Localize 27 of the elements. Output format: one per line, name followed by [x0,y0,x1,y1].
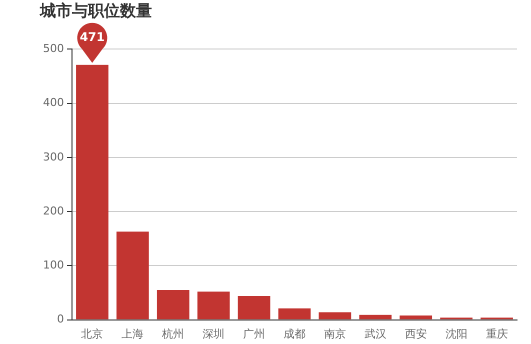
bar [156,290,190,320]
bar [318,312,352,320]
bar [116,232,149,320]
x-tick-label: 南京 [324,327,346,340]
x-tick-label: 沈阳 [445,327,468,340]
bar [359,314,392,320]
bar [278,308,311,320]
annotation: 471 [80,30,105,44]
x-tick-label: 上海 [122,327,144,340]
y-tick-label: 400 [42,96,64,110]
y-tick-label: 0 [56,312,64,326]
y-tick-label: 500 [42,42,64,56]
x-tick-label: 广州 [243,327,266,340]
y-tick-label: 100 [42,258,64,272]
x-tick-label: 西安 [404,327,427,340]
x-tick-label: 北京 [81,327,104,340]
bar [197,292,230,320]
x-tick-label: 重庆 [486,327,508,340]
x-tick-label: 成都 [284,327,306,340]
bar [400,315,432,320]
y-tick-label: 300 [42,150,64,164]
bar [238,296,270,320]
x-tick-label: 深圳 [202,327,225,340]
x-tick-label: 武汉 [364,327,386,340]
x-tick-label: 杭州 [161,327,184,340]
y-tick-label: 200 [42,204,64,218]
chart-title: 城市与职位数量 [39,0,152,20]
